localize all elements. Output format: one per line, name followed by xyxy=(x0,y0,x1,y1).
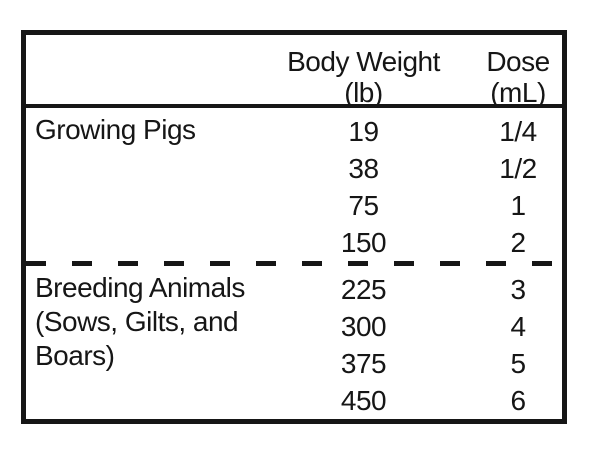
dose-value: 4 xyxy=(510,311,526,342)
body-weight-column-growing-pigs: 19 38 75 150 xyxy=(271,113,456,261)
dose-unit: (mL) xyxy=(490,77,546,108)
body-weight-value: 150 xyxy=(340,227,387,258)
dose-value: 2 xyxy=(510,227,526,258)
body-weight-value: 19 xyxy=(348,116,379,147)
column-header-dose: Dose (mL) xyxy=(456,46,562,108)
dose-value: 3 xyxy=(510,274,526,305)
column-header-body-weight: Body Weight (lb) xyxy=(271,46,456,108)
dose-value: 1/2 xyxy=(499,153,537,184)
body-weight-value: 225 xyxy=(340,274,387,305)
dose-column-growing-pigs: 1/4 1/2 1 2 xyxy=(456,113,562,261)
dosage-table: Body Weight (lb) Dose (mL) Growing Pigs … xyxy=(21,30,567,424)
table-header-row: Body Weight (lb) Dose (mL) xyxy=(26,35,562,108)
section-label-breeding-animals: Breeding Animals (Sows, Gilts, and Boars… xyxy=(26,271,271,419)
body-weight-value: 450 xyxy=(340,385,387,416)
body-weight-value: 38 xyxy=(348,153,379,184)
dose-value: 5 xyxy=(510,348,526,379)
body-weight-value: 75 xyxy=(348,190,379,221)
body-weight-value: 375 xyxy=(340,348,387,379)
dose-value: 1 xyxy=(510,190,526,221)
section-label-line: Boars) xyxy=(35,340,115,371)
section-label-line: Growing Pigs xyxy=(35,114,196,145)
body-weight-column-breeding-animals: 225 300 375 450 xyxy=(271,271,456,419)
section-label-growing-pigs: Growing Pigs xyxy=(26,113,271,261)
section-label-line: Breeding Animals xyxy=(35,272,245,303)
dose-value: 1/4 xyxy=(499,116,537,147)
dose-value: 6 xyxy=(510,385,526,416)
row-label-column-header xyxy=(26,46,271,108)
body-weight-title: Body Weight xyxy=(287,46,440,77)
dose-column-breeding-animals: 3 4 5 6 xyxy=(456,271,562,419)
section-growing-pigs: Growing Pigs 19 38 75 150 1/4 1/2 1 2 xyxy=(26,108,562,261)
section-divider-dashed-line xyxy=(26,261,562,266)
section-breeding-animals: Breeding Animals (Sows, Gilts, and Boars… xyxy=(26,266,562,419)
dose-title: Dose xyxy=(486,46,550,77)
body-weight-unit: (lb) xyxy=(344,77,383,108)
section-label-line: (Sows, Gilts, and xyxy=(35,306,239,337)
body-weight-value: 300 xyxy=(340,311,387,342)
